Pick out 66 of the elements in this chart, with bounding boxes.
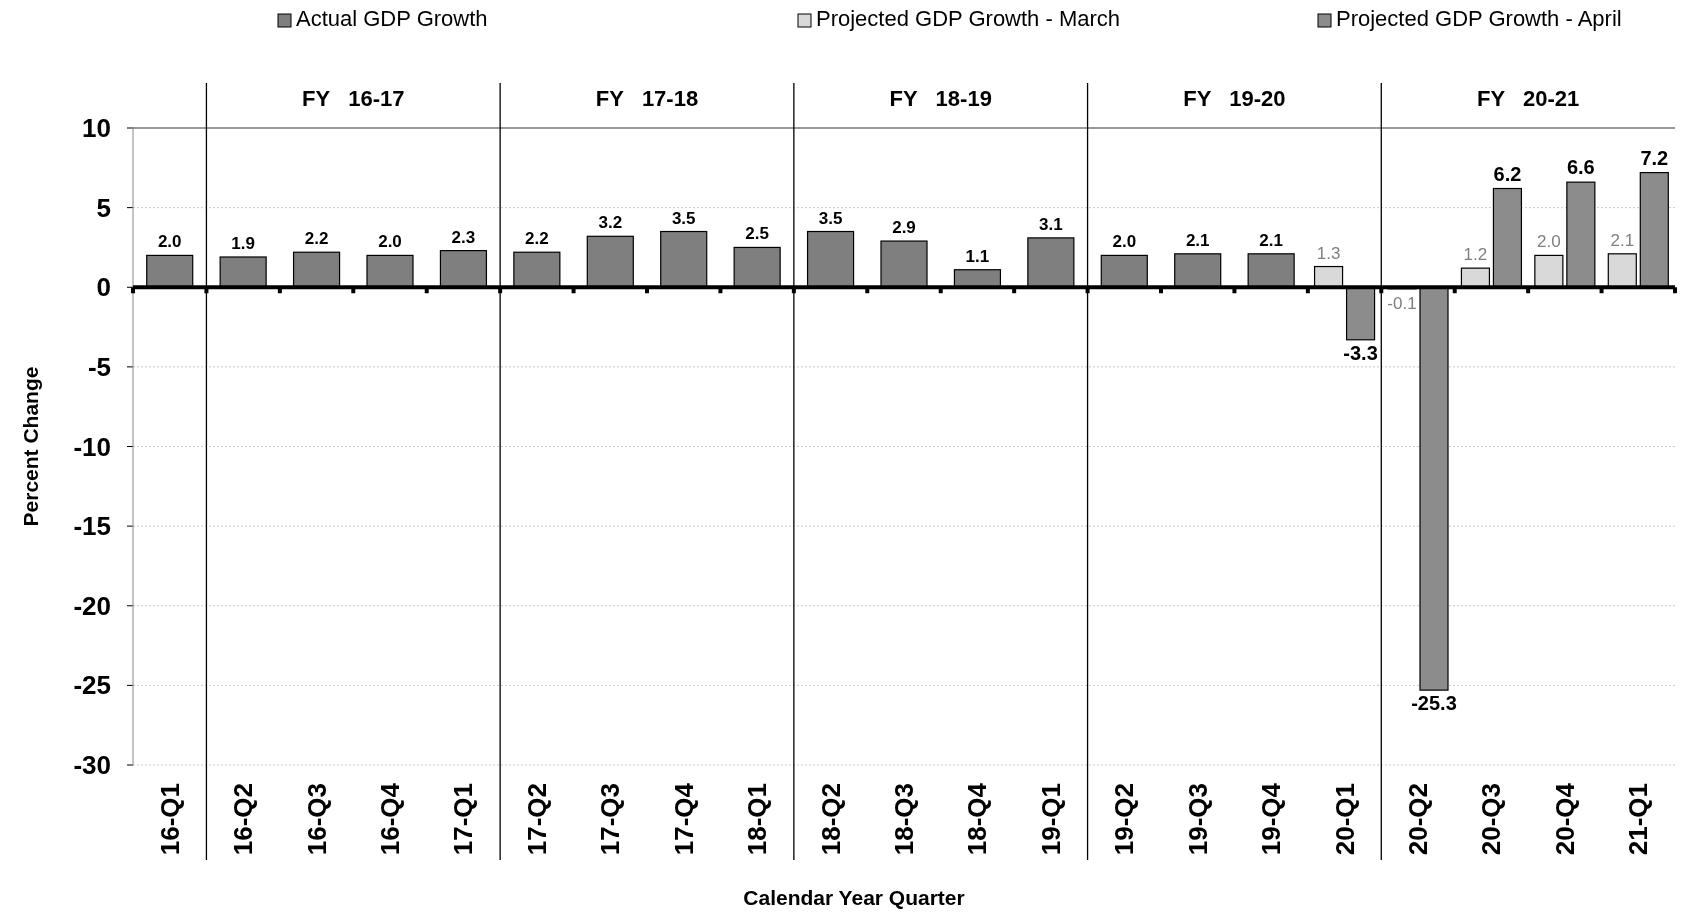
x-axis-title: Calendar Year Quarter <box>743 886 965 909</box>
x-tick-label: 16-Q3 <box>301 783 332 856</box>
data-label: 3.5 <box>818 208 843 228</box>
data-label: 2.0 <box>1537 232 1561 252</box>
legend-label: Projected GDP Growth - April <box>1336 6 1622 31</box>
x-tick-label: 19-Q3 <box>1182 783 1213 856</box>
data-label: 1.2 <box>1463 245 1488 265</box>
y-tick-label: -10 <box>73 431 111 462</box>
data-label: 2.0 <box>157 232 182 252</box>
x-tick-label: 20-Q4 <box>1549 782 1580 856</box>
data-label: 2.3 <box>451 227 476 247</box>
data-label: 3.1 <box>1039 214 1063 234</box>
y-tick-label: 10 <box>82 113 111 143</box>
x-tick-label: 19-Q1 <box>1035 783 1066 856</box>
legend-label: Actual GDP Growth <box>296 6 488 31</box>
data-label: 2.2 <box>525 229 549 249</box>
data-label: 1.3 <box>1316 243 1341 263</box>
data-label: 2.9 <box>892 218 916 238</box>
data-label: 6.6 <box>1566 156 1595 179</box>
data-label: -25.3 <box>1411 692 1457 715</box>
x-tick-label: 21-Q1 <box>1623 783 1654 856</box>
x-tick-label: 20-Q2 <box>1403 783 1433 856</box>
data-label: -3.3 <box>1343 341 1378 364</box>
text: FY 18-19 <box>889 86 992 111</box>
data-label: 1.9 <box>231 233 255 253</box>
data-label: 2.1 <box>1259 230 1283 250</box>
x-tick-label: 17-Q3 <box>595 783 626 856</box>
y-tick-label: -20 <box>73 590 111 621</box>
x-tick-label: 20-Q3 <box>1476 783 1507 856</box>
data-label: 3.5 <box>671 208 696 228</box>
x-tick-label: 19-Q2 <box>1109 783 1140 856</box>
y-tick-label: -25 <box>73 670 111 701</box>
data-label: -0.1 <box>1387 293 1417 313</box>
x-tick-label: 16-Q4 <box>375 782 405 856</box>
legend-label: Projected GDP Growth - March <box>816 6 1121 31</box>
y-tick-label: -15 <box>73 511 111 542</box>
data-label: 3.2 <box>598 213 623 233</box>
x-tick-label: 17-Q4 <box>668 782 699 856</box>
data-label: 6.2 <box>1493 162 1522 185</box>
x-tick-label: 17-Q1 <box>448 783 479 856</box>
data-label: 2.2 <box>304 229 329 249</box>
x-tick-label: 16-Q2 <box>228 783 259 856</box>
x-tick-label: 17-Q2 <box>521 783 552 856</box>
x-tick-label: 18-Q3 <box>889 783 919 856</box>
y-tick-label: 5 <box>96 192 111 223</box>
text: FY 16-17 <box>302 86 405 111</box>
text: FY 17-18 <box>595 86 699 111</box>
x-tick-label: 18-Q1 <box>742 783 773 856</box>
x-tick-label: 18-Q4 <box>962 782 993 856</box>
data-label: 2.0 <box>1112 232 1137 252</box>
x-tick-label: 19-Q4 <box>1256 782 1287 856</box>
data-label: 2.1 <box>1185 230 1210 250</box>
data-label: 2.5 <box>745 224 769 244</box>
y-tick-label: 0 <box>96 272 111 303</box>
y-tick-label: -5 <box>87 351 111 382</box>
text: FY 20-21 <box>1476 86 1580 111</box>
data-label: 2.1 <box>1610 230 1635 250</box>
data-label: 1.1 <box>965 246 990 266</box>
text: FY 19-20 <box>1183 86 1286 111</box>
data-label: 7.2 <box>1640 146 1669 169</box>
x-tick-label: 16-Q1 <box>154 783 185 856</box>
x-tick-label: 20-Q1 <box>1329 783 1360 856</box>
x-tick-label: 18-Q2 <box>815 783 846 856</box>
data-label: 2.0 <box>378 232 402 252</box>
y-axis-title: Percent Change <box>19 366 42 527</box>
y-tick-label: -30 <box>73 750 111 780</box>
